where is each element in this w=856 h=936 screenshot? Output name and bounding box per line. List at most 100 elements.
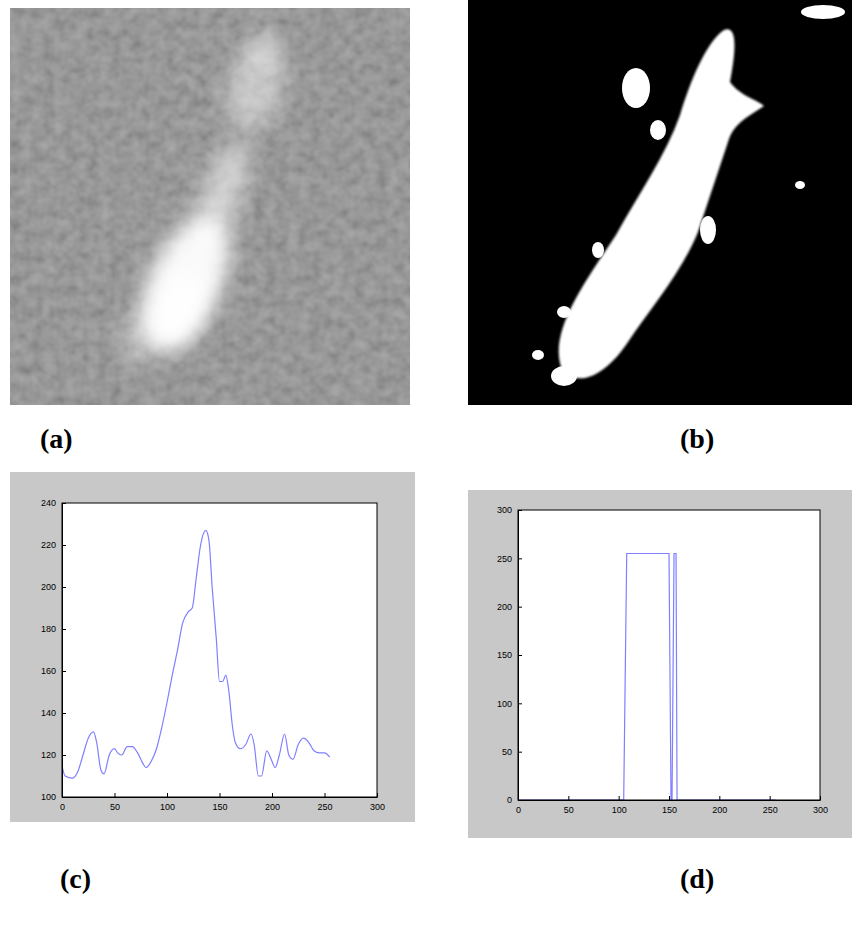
tick-label: 200 — [265, 802, 280, 812]
data-line — [62, 530, 330, 778]
tick-label: 300 — [497, 505, 512, 515]
foreground-blob — [700, 216, 716, 244]
panel-background — [468, 490, 852, 838]
tick-mark — [770, 796, 771, 800]
tick-mark — [62, 755, 66, 756]
plot-area: 0 50 100 150 200 250 300 0 50 100 150 200 250 300 — [497, 505, 828, 815]
tick-mark — [62, 713, 66, 714]
tick-label: 250 — [763, 805, 778, 815]
tick-label: 50 — [110, 802, 120, 812]
tick: 150 — [662, 796, 677, 815]
data-line — [518, 554, 776, 801]
tick-mark — [167, 793, 168, 797]
plot-frame — [518, 510, 820, 800]
tick-label: 100 — [41, 792, 56, 802]
tick-mark — [518, 703, 522, 704]
tick-label: 160 — [41, 666, 56, 676]
panel-label: (d) — [680, 863, 714, 894]
tick-mark — [115, 793, 116, 797]
tick-label: 50 — [564, 805, 574, 815]
plot-frame — [62, 503, 377, 797]
tick-label: 150 — [662, 805, 677, 815]
tick-label: 0 — [507, 795, 512, 805]
tick-label: 220 — [41, 540, 56, 550]
tick-mark — [669, 796, 670, 800]
tick-mark — [518, 558, 522, 559]
bright-region — [184, 134, 259, 251]
tick-label: 150 — [497, 650, 512, 660]
tick-label: 0 — [60, 802, 65, 812]
marks — [62, 530, 330, 778]
tick-label: 50 — [502, 747, 512, 757]
tick-label: 200 — [497, 602, 512, 612]
plot-area: 0 50 100 150 200 250 300 100 120 140 160 180 200 220 2… — [41, 498, 385, 812]
tick-mark — [220, 793, 221, 797]
tick-mark — [518, 607, 522, 608]
tick-label: 100 — [612, 805, 627, 815]
panel-background — [10, 472, 415, 822]
tick-label: 200 — [41, 582, 56, 592]
plot-background — [518, 510, 820, 800]
foreground-blob — [532, 350, 544, 360]
image-a — [10, 8, 410, 405]
foreground-blob — [622, 68, 650, 108]
foreground-blob — [557, 306, 571, 318]
tick-label: 100 — [160, 802, 175, 812]
tick-mark — [325, 793, 326, 797]
tick: 100 — [160, 793, 175, 812]
tick-mark — [62, 545, 66, 546]
tick: 150 — [212, 793, 227, 812]
tick-label: 100 — [497, 699, 512, 709]
tick-mark — [568, 796, 569, 800]
plot-background — [62, 503, 377, 797]
tick: 50 — [502, 747, 522, 757]
tick-mark — [62, 587, 66, 588]
tick-mark — [62, 671, 66, 672]
foreground-blob — [795, 181, 805, 189]
tick-mark — [518, 655, 522, 656]
panel-label: (b) — [680, 423, 714, 454]
tick: 50 — [110, 793, 120, 812]
image-b — [468, 0, 852, 405]
tick-label: 240 — [41, 498, 56, 508]
tick-label: 140 — [41, 708, 56, 718]
tick-mark — [719, 796, 720, 800]
tick-label: 250 — [497, 554, 512, 564]
foreground-blob — [551, 366, 577, 386]
tick: 200 — [712, 796, 727, 815]
tick-label: 180 — [41, 624, 56, 634]
tick: 50 — [564, 796, 574, 815]
bright-region — [247, 28, 283, 68]
tick-label: 300 — [370, 802, 385, 812]
tick: 100 — [612, 796, 627, 815]
tick: 250 — [763, 796, 778, 815]
tick-label: 300 — [813, 805, 828, 815]
tick: 250 — [317, 793, 332, 812]
panel-label: (a) — [40, 423, 73, 454]
image-ground — [10, 8, 410, 405]
foreground-blob — [801, 5, 845, 19]
marks — [518, 554, 776, 801]
foreground-blob — [592, 242, 604, 258]
tick-mark — [619, 796, 620, 800]
tick-label: 250 — [317, 802, 332, 812]
tick-label: 0 — [516, 805, 521, 815]
bright-region — [111, 303, 169, 373]
tick: 200 — [265, 793, 280, 812]
tick-mark — [518, 752, 522, 753]
tick-mark — [62, 629, 66, 630]
chart-panel: 0 50 100 150 200 250 300 0 50 100 150 200 250 300 — [468, 490, 852, 838]
tick-label: 120 — [41, 750, 56, 760]
image-ground — [468, 0, 852, 405]
chart-panel: 0 50 100 150 200 250 300 100 120 140 160 180 200 220 2… — [10, 472, 415, 822]
tick-label: 200 — [712, 805, 727, 815]
x-axis: 0 50 100 150 200 250 300 — [60, 793, 385, 812]
panel-label: (c) — [60, 863, 91, 894]
tick-label: 150 — [212, 802, 227, 812]
foreground-blob — [559, 29, 764, 378]
figure: (a) (b) (c) (d) 0 50 100 150 200 250 300 100 120 140 1… — [0, 0, 856, 936]
tick-mark — [272, 793, 273, 797]
image-noise — [10, 8, 410, 405]
foreground-blob — [650, 120, 666, 140]
x-axis: 0 50 100 150 200 250 300 — [516, 796, 828, 815]
